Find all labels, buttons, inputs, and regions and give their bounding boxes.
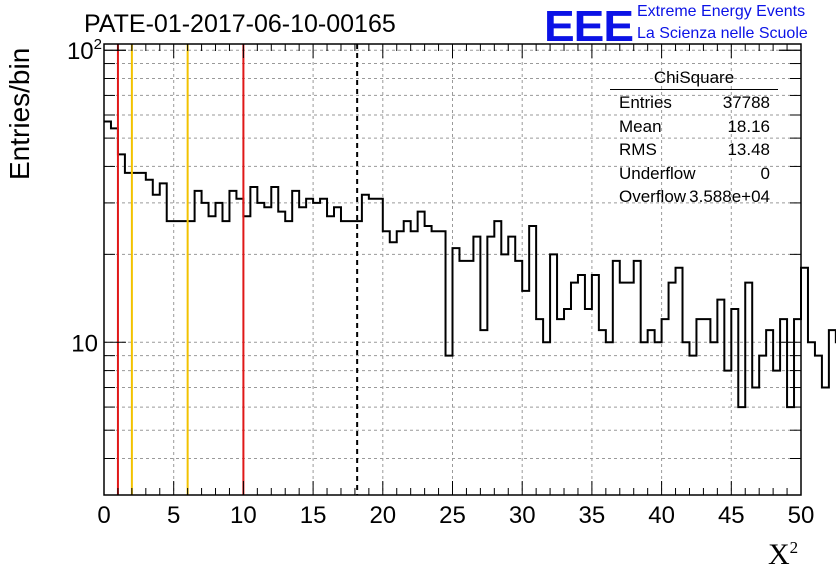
- x-tick-label: 10: [230, 502, 257, 529]
- eee-logo: EEE: [544, 0, 634, 51]
- x-tick-label: 20: [369, 502, 396, 529]
- logo-line-2: La Scienza nelle Scuole: [637, 25, 808, 42]
- stats-row-overflow: Overflow 3.588e+04: [619, 187, 770, 206]
- y-tick-label: 10: [71, 330, 98, 357]
- stats-box: ChiSquare Entries 37788 Mean 18.16 RMS 1…: [610, 68, 778, 211]
- x-tick-label: 5: [167, 502, 180, 529]
- y-tick-label: 102: [67, 36, 102, 65]
- x-tick-label: 30: [509, 502, 536, 529]
- stats-row-mean: Mean 18.16: [619, 116, 770, 136]
- x-tick-label: 35: [579, 502, 606, 529]
- stats-row-underflow: Underflow 0: [619, 163, 770, 183]
- logo-line-1: Extreme Energy Events: [637, 3, 806, 20]
- histogram-line: [104, 120, 836, 409]
- stats-row-rms: RMS 13.48: [619, 140, 770, 159]
- plot-title: PATE-01-2017-06-10-00165: [84, 10, 396, 38]
- x-axis-label: X2: [768, 538, 799, 571]
- stats-row-entries: Entries 37788: [619, 93, 770, 112]
- y-axis-label: Entries/bin: [4, 47, 35, 180]
- x-tick-label: 50: [788, 502, 815, 529]
- stats-title: ChiSquare: [610, 68, 778, 90]
- x-tick-label: 0: [97, 502, 110, 529]
- x-tick-label: 25: [439, 502, 466, 529]
- x-tick-label: 45: [718, 502, 745, 529]
- x-tick-label: 15: [300, 502, 327, 529]
- x-tick-label: 40: [648, 502, 675, 529]
